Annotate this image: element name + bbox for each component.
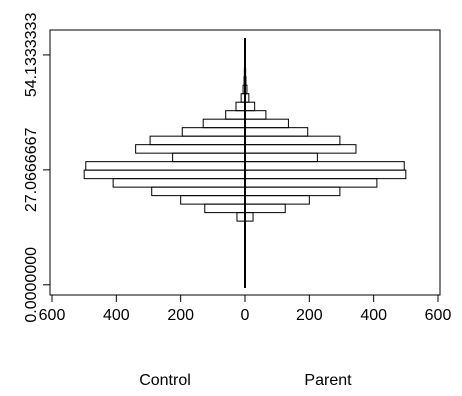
bar — [204, 203, 246, 214]
bar — [151, 186, 246, 197]
y-tick-label: 54.1333333 — [23, 13, 40, 98]
bar — [244, 169, 407, 180]
bar — [244, 118, 289, 129]
bar — [244, 110, 267, 120]
bar — [202, 118, 246, 129]
bar — [244, 135, 341, 146]
x-tick-label: 600 — [39, 307, 66, 324]
bar — [244, 152, 318, 163]
bar — [112, 178, 246, 188]
bar — [244, 186, 341, 197]
bar — [83, 169, 246, 180]
x-tick-label: 200 — [167, 307, 194, 324]
y-tick-label: 27.0666667 — [23, 127, 40, 212]
bar — [244, 101, 256, 112]
x-tick-label: 400 — [360, 307, 387, 324]
bar — [225, 110, 246, 120]
bar — [244, 195, 310, 205]
bar — [244, 161, 405, 171]
right-series-label: Parent — [304, 372, 352, 389]
bar — [85, 161, 246, 171]
x-tick-label: 0 — [241, 307, 250, 324]
bar — [135, 144, 246, 154]
bar — [244, 127, 309, 137]
x-tick-label: 400 — [103, 307, 130, 324]
bar — [244, 203, 286, 214]
bar — [244, 212, 254, 222]
x-tick-label: 200 — [296, 307, 323, 324]
bar — [180, 195, 246, 205]
bar — [172, 152, 246, 163]
y-tick-label: 0.0000000 — [23, 247, 40, 323]
x-tick-label: 600 — [425, 307, 452, 324]
bar — [244, 144, 357, 154]
bar — [181, 127, 246, 137]
bar — [236, 212, 246, 222]
bar — [149, 135, 246, 146]
bar — [244, 178, 378, 188]
bar — [235, 101, 246, 112]
left-series-label: Control — [139, 372, 191, 389]
